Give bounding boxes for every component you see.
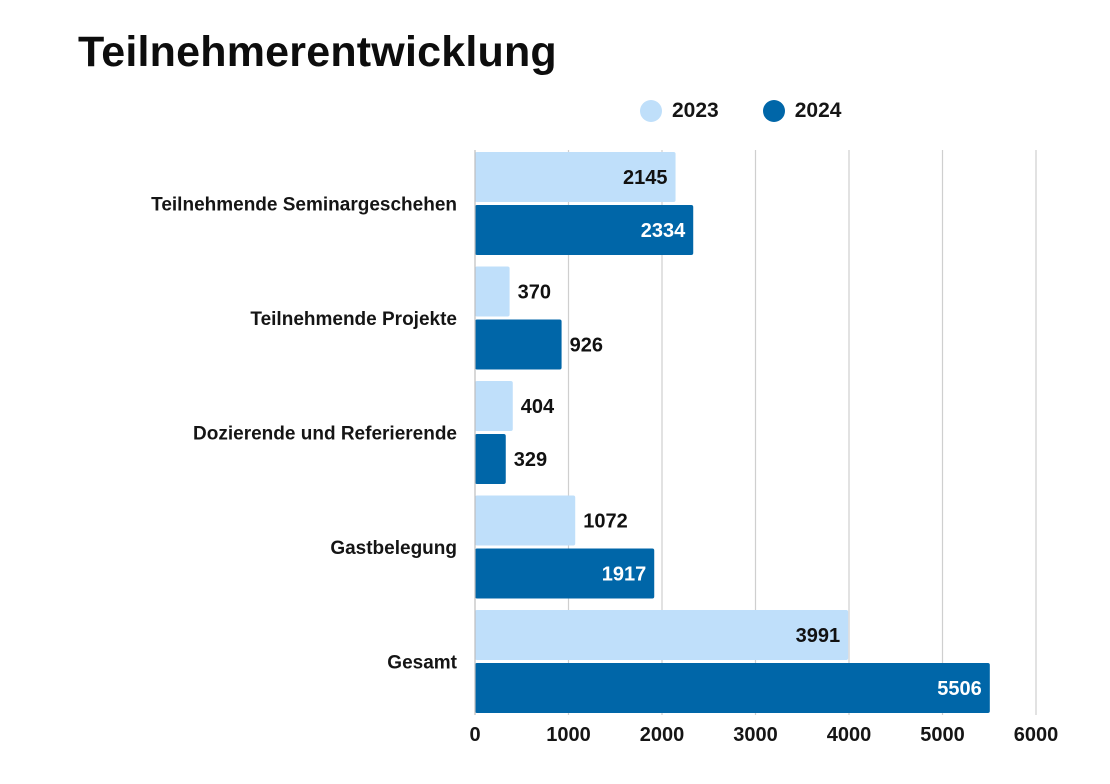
x-tick-label: 6000: [1014, 724, 1059, 746]
bar-2024: [475, 205, 694, 255]
bar-2024: [475, 434, 506, 484]
data-label-2023: 3991: [796, 625, 841, 647]
legend-swatch-2024: [762, 100, 785, 122]
x-tick-label: 1000: [546, 724, 591, 746]
bar-2023: [475, 495, 576, 546]
data-label-2024: 2334: [641, 220, 686, 242]
bar-2023: [475, 610, 849, 660]
bar-2023: [475, 266, 510, 317]
x-tick-label: 3000: [733, 724, 778, 746]
data-label-2024: 926: [570, 335, 603, 357]
data-label-2023: 2145: [623, 167, 668, 189]
data-label-2023: 370: [518, 282, 551, 304]
bar-2024: [475, 319, 562, 370]
x-tick-label: 4000: [827, 724, 872, 746]
data-label-2024: 5506: [937, 678, 982, 700]
data-label-2024: 1917: [602, 564, 647, 586]
legend: 2023 2024: [640, 96, 885, 126]
x-tick-label: 5000: [920, 724, 965, 746]
x-axis-ticks: 0 1000 2000 3000 4000 5000 6000: [469, 724, 1058, 746]
x-tick-label: 2000: [640, 724, 685, 746]
bar-2023: [475, 152, 676, 202]
legend-swatch-2023: [640, 100, 662, 122]
category-label: Gesamt: [387, 653, 457, 674]
category-label: Teilnehmende Seminargeschehen: [151, 195, 457, 216]
chart-title: Teilnehmerentwicklung: [78, 28, 557, 76]
category-label: Gastbelegung: [330, 538, 457, 559]
data-label-2023: 1072: [583, 511, 628, 533]
data-label-2023: 404: [521, 396, 555, 418]
category-label: Dozierende und Referierende: [193, 424, 457, 445]
x-tick-label: 0: [469, 724, 480, 746]
legend-label-2023: 2023: [672, 99, 719, 122]
legend-item-2023: 2023: [640, 99, 719, 123]
bars: [475, 152, 990, 713]
bar-2024: [475, 663, 990, 713]
labels: 2145 2334 Teilnehmende Seminargeschehen 370…: [151, 167, 982, 700]
legend-item-2024: 2024: [762, 99, 842, 123]
category-label: Teilnehmende Projekte: [250, 309, 457, 330]
bar-2024: [475, 548, 655, 599]
legend-label-2024: 2024: [794, 99, 842, 122]
bar-2023: [475, 381, 513, 431]
data-label-2024: 329: [514, 449, 547, 471]
